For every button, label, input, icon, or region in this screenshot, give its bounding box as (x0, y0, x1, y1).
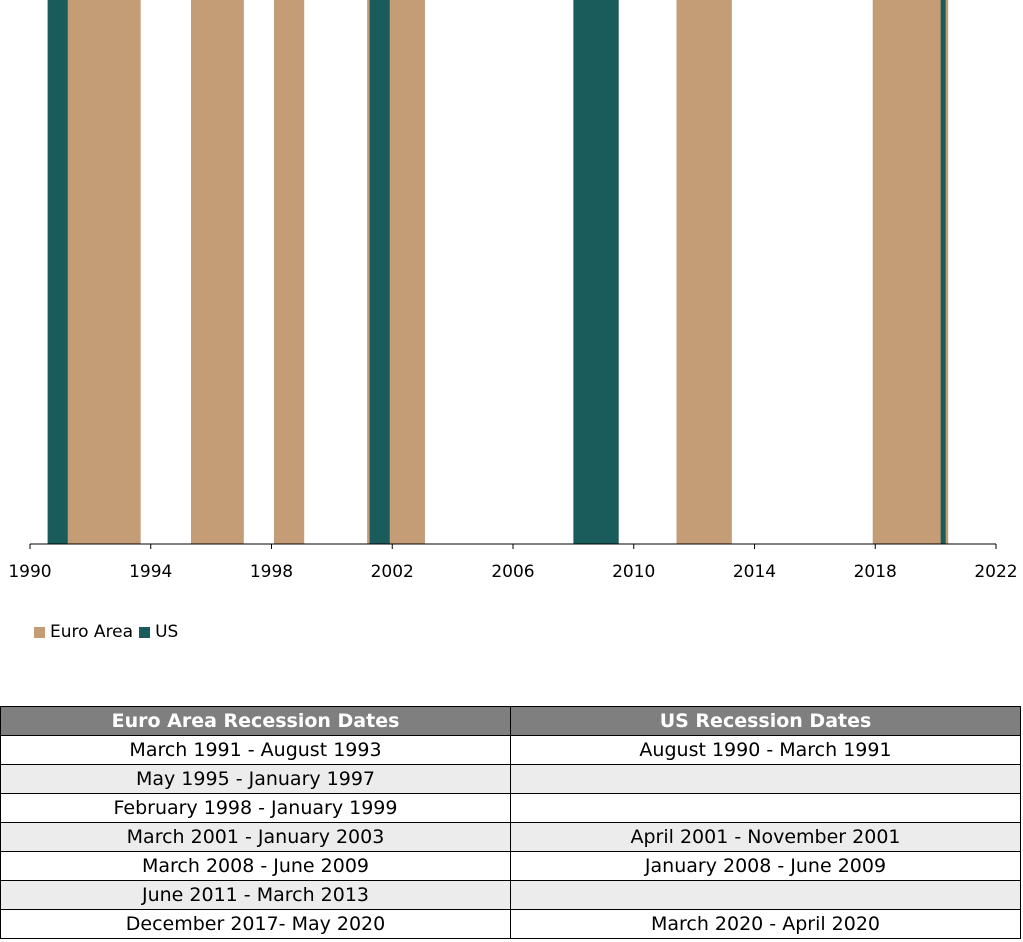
recession-bars (47, 0, 949, 544)
table-header-row: Euro Area Recession Dates US Recession D… (0, 706, 1021, 736)
cell-us (510, 764, 1021, 794)
table-row: February 1998 - January 1999 (0, 793, 1021, 823)
cell-us: January 2008 - June 2009 (510, 851, 1021, 881)
table-row: December 2017- May 2020 March 2020 - Apr… (0, 909, 1021, 939)
recession-bar-euro-area (65, 0, 141, 544)
cell-euro-area: March 1991 - August 1993 (0, 735, 511, 765)
legend-label-us: US (155, 622, 179, 642)
recession-bar-us (369, 0, 390, 544)
x-tick-label: 2010 (612, 562, 655, 582)
x-tick-label: 2022 (974, 562, 1017, 582)
chart-legend: Euro Area US (34, 622, 178, 642)
recession-bar-euro-area (191, 0, 244, 544)
x-tick-label: 2002 (371, 562, 414, 582)
x-tick-label: 2014 (733, 562, 776, 582)
recession-bar-euro-area (274, 0, 305, 544)
table-row: March 2008 - June 2009 January 2008 - Ju… (0, 851, 1021, 881)
cell-us (510, 793, 1021, 823)
cell-euro-area: March 2008 - June 2009 (0, 851, 511, 881)
legend-swatch-euro-area (34, 626, 45, 638)
legend-label-euro-area: Euro Area (50, 622, 134, 642)
table-row: June 2011 - March 2013 (0, 880, 1021, 910)
legend-swatch-us (139, 626, 151, 638)
x-tick-label: 2006 (491, 562, 534, 582)
cell-euro-area: May 1995 - January 1997 (0, 764, 511, 794)
cell-us: April 2001 - November 2001 (510, 822, 1021, 852)
legend-item-us: US (139, 622, 178, 642)
header-euro-area: Euro Area Recession Dates (0, 706, 511, 736)
recession-chart: 1990 1994 1998 2002 2006 2010 2014 2018 2022 (8, 0, 1018, 582)
x-tick-label: 1990 (8, 562, 51, 582)
cell-us (510, 880, 1021, 910)
recession-dates-table: Euro Area Recession Dates US Recession D… (0, 706, 1021, 939)
recession-bar-euro-area (872, 0, 949, 544)
cell-us: August 1990 - March 1991 (510, 735, 1021, 765)
table-row: May 1995 - January 1997 (0, 764, 1021, 794)
cell-euro-area: March 2001 - January 2003 (0, 822, 511, 852)
table-row: March 1991 - August 1993 August 1990 - M… (0, 735, 1021, 765)
x-tick-label: 1994 (129, 562, 172, 582)
recession-bar-euro-area (676, 0, 732, 544)
legend-item-euro-area: Euro Area (34, 622, 133, 642)
recession-bar-us (573, 0, 619, 544)
x-tick-label: 2018 (854, 562, 897, 582)
x-tick-label: 1998 (250, 562, 293, 582)
cell-us: March 2020 - April 2020 (510, 909, 1021, 939)
cell-euro-area: February 1998 - January 1999 (0, 793, 511, 823)
cell-euro-area: December 2017- May 2020 (0, 909, 511, 939)
recession-bar-us (47, 0, 68, 544)
header-us: US Recession Dates (510, 706, 1021, 736)
recession-bar-us (940, 0, 946, 544)
table-row: March 2001 - January 2003 April 2001 - N… (0, 822, 1021, 852)
x-axis-ticks: 1990 1994 1998 2002 2006 2010 2014 2018 2022 (8, 544, 1018, 582)
cell-euro-area: June 2011 - March 2013 (0, 880, 511, 910)
